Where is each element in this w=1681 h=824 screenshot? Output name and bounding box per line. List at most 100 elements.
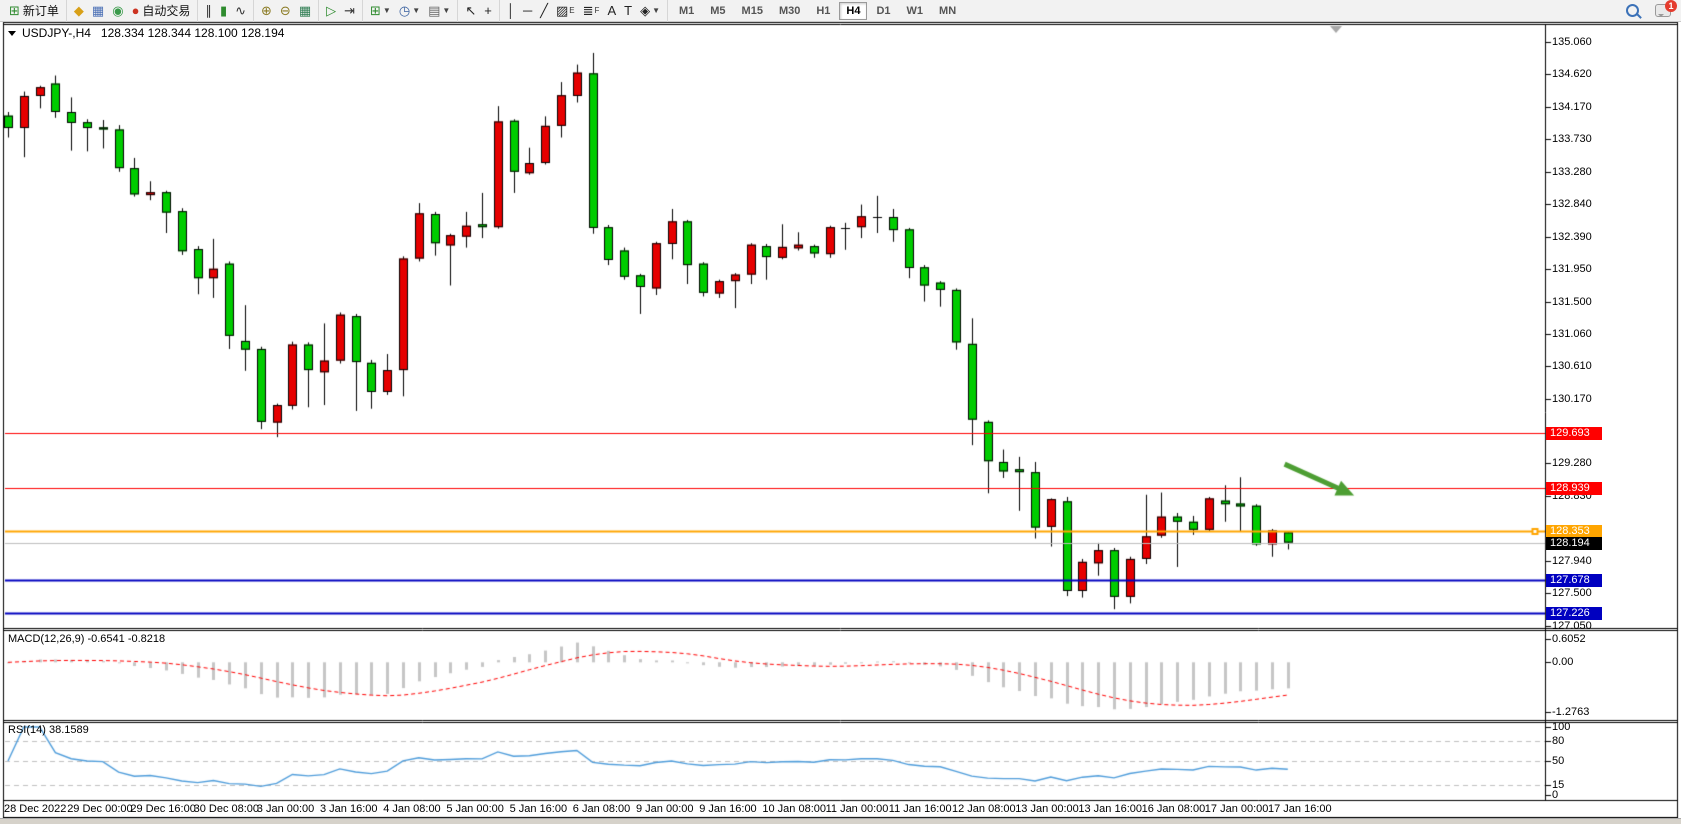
chart-header: USDJPY-,H4 128.334 128.344 128.100 128.1…	[8, 26, 284, 40]
chevron-down-icon: ▼	[412, 6, 421, 15]
timeframe-mn[interactable]: MN	[939, 4, 957, 17]
fibonacci-button-sub-label: F	[594, 6, 600, 15]
templates-button[interactable]: ▤ ▼	[424, 1, 454, 21]
price-axis-label: 127.050	[1552, 620, 1592, 632]
timeframe-m1[interactable]: M1	[678, 4, 695, 17]
time-axis-label: 16 Jan 08:00	[1141, 803, 1206, 815]
chart-quote: 128.334 128.344 128.100 128.194	[100, 26, 285, 40]
text-label-icon: T	[624, 2, 633, 18]
expert-advisors-button[interactable]: ◉	[108, 1, 127, 21]
periods-button[interactable]: ◷ ▼	[395, 1, 424, 21]
candlestick-chart-button[interactable]: ▮	[216, 1, 231, 21]
toolbar-group: ▷ ⇥	[319, 0, 364, 22]
toolbar-group: ◆ ▦ ◉ ● 自动交易	[67, 0, 199, 22]
rsi-label: RSI(14) 38.1589	[8, 724, 89, 736]
chart-collapse-icon[interactable]	[8, 30, 16, 36]
candlestick-chart-icon: ▮	[219, 2, 228, 18]
timeframe-m30[interactable]: M30	[778, 4, 801, 17]
cursor-button[interactable]: ↖	[461, 1, 480, 21]
price-axis-label: 127.500	[1552, 587, 1592, 600]
time-axis-label: 3 Jan 16:00	[320, 803, 378, 815]
tile-windows-icon: ▦	[298, 2, 312, 18]
rsi-axis-label: 0	[1552, 789, 1559, 801]
time-axis-label: 13 Jan 00:00	[1015, 803, 1079, 815]
zoom-out-button[interactable]: ⊖	[276, 1, 295, 21]
tile-windows-button[interactable]: ▦	[295, 1, 315, 21]
timeframe-d1[interactable]: D1	[876, 4, 891, 17]
timeframe-m15[interactable]: M15	[741, 4, 763, 17]
time-axis-label: 5 Jan 16:00	[509, 803, 568, 815]
chevron-down-icon: ▼	[652, 6, 660, 15]
auto-scroll-button[interactable]: ▷	[322, 1, 340, 21]
auto-trading-button-label: 自动交易	[142, 4, 191, 18]
line-chart-button[interactable]: ∿	[231, 1, 250, 21]
auto-trading-button[interactable]: ● 自动交易	[128, 1, 195, 21]
data-window-button[interactable]: ▦	[88, 1, 108, 21]
channel-button-sub-label: E	[569, 6, 575, 15]
arrows-button[interactable]: ◈ ▼	[636, 1, 664, 21]
market-watch-button[interactable]: ◆	[70, 1, 88, 21]
time-axis-label: 11 Jan 16:00	[888, 803, 952, 815]
new-order-button[interactable]: ⊞ 新订单	[5, 1, 63, 21]
time-axis-label: 6 Jan 08:00	[572, 803, 631, 815]
price-axis-label: 127.940	[1552, 555, 1592, 568]
vertical-line-icon: │	[506, 2, 515, 18]
price-axis-label: 132.840	[1552, 197, 1592, 210]
time-axis-label: 17 Jan 00:00	[1204, 803, 1269, 815]
time-axis-label: 9 Jan 16:00	[699, 803, 757, 815]
bar-chart-button[interactable]: ∥	[201, 1, 216, 21]
chart-shift-icon: ⇥	[344, 2, 356, 18]
fibonacci-button[interactable]: ≣ F	[579, 1, 604, 21]
vertical-line-button[interactable]: │	[503, 1, 519, 21]
indicators-button[interactable]: ⊞ ▼	[366, 1, 395, 21]
new-order-button-label: 新订单	[22, 4, 59, 18]
timeframe-m5[interactable]: M5	[710, 4, 726, 17]
toolbar-group: ⊞ 新订单	[2, 0, 67, 22]
toolbar-group: ∥ ▮ ∿	[198, 0, 254, 22]
chart-shift-button[interactable]: ⇥	[340, 1, 359, 21]
price-axis-label: 129.280	[1552, 457, 1592, 470]
timeframe-h4[interactable]: H4	[839, 1, 868, 20]
horizontal-line-button[interactable]: ─	[519, 1, 536, 21]
price-axis-label: 131.060	[1552, 327, 1592, 340]
price-axis-label: 134.170	[1552, 100, 1592, 113]
channel-icon: ▨	[556, 2, 569, 18]
timeframe-group: M1 M5 M15 M30 H1 H4 D1 W1 MN	[668, 0, 967, 22]
time-axis-label: 5 Jan 00:00	[446, 803, 504, 815]
auto-trading-icon: ●	[131, 2, 140, 18]
zoom-in-icon: ⊕	[261, 2, 272, 18]
search-icon[interactable]	[1626, 4, 1639, 17]
chat-icon[interactable]: 1	[1655, 0, 1677, 17]
price-axis-label: 131.500	[1552, 295, 1592, 308]
price-axis-label: 133.730	[1552, 132, 1592, 145]
price-line-label-128194: 128.194	[1546, 536, 1602, 550]
rsi-axis-label: 100	[1552, 721, 1571, 733]
time-axis-label: 11 Jan 00:00	[825, 803, 889, 815]
time-axis-label: 10 Jan 08:00	[762, 803, 827, 815]
channel-button[interactable]: ▨ E	[552, 1, 579, 21]
zoom-in-button[interactable]: ⊕	[257, 1, 276, 21]
timeframe-w1[interactable]: W1	[906, 4, 924, 17]
rsi-axis-label: 15	[1552, 778, 1565, 791]
time-axis-label: 4 Jan 08:00	[383, 803, 441, 815]
text-label-button[interactable]: T	[620, 1, 636, 21]
trendline-button[interactable]: ╱	[536, 1, 552, 21]
text-icon: A	[607, 2, 617, 18]
toolbar-group: ↖ +	[458, 0, 500, 22]
templates-icon: ▤	[428, 2, 441, 18]
data-window-icon: ▦	[91, 2, 105, 18]
cursor-icon: ↖	[465, 2, 477, 18]
notification-badge: 1	[1665, 0, 1677, 12]
time-axis-label: 29 Dec 00:00	[67, 803, 133, 815]
crosshair-button[interactable]: +	[480, 1, 496, 21]
time-axis-label: 9 Jan 00:00	[636, 803, 694, 815]
periods-icon: ◷	[398, 2, 411, 18]
text-button[interactable]: A	[603, 1, 620, 21]
chevron-down-icon: ▼	[442, 6, 451, 15]
timeframe-h1[interactable]: H1	[816, 4, 831, 17]
new-order-icon: ⊞	[9, 2, 20, 18]
macd-label: MACD(12,26,9) -0.6541 -0.8218	[8, 633, 166, 645]
rsi-axis-label: 80	[1552, 734, 1565, 747]
